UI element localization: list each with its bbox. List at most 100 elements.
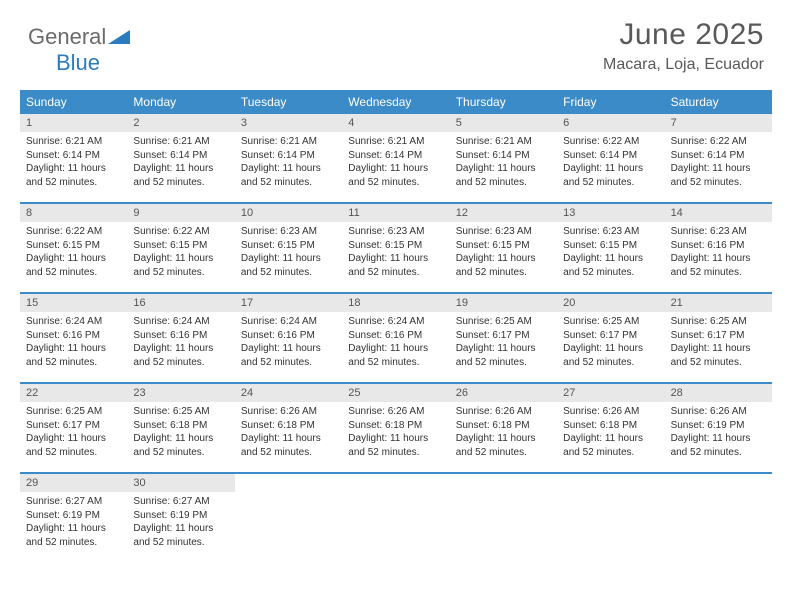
day-header-cell: Saturday xyxy=(665,90,772,114)
day-number: 13 xyxy=(557,204,664,222)
sunrise-line: Sunrise: 6:23 AM xyxy=(348,225,443,239)
daylight-line: Daylight: 11 hours and 52 minutes. xyxy=(563,162,658,189)
brand-triangle-icon xyxy=(108,30,130,44)
sunrise-line: Sunrise: 6:21 AM xyxy=(26,135,121,149)
daylight-line: Daylight: 11 hours and 52 minutes. xyxy=(241,432,336,459)
day-header-cell: Thursday xyxy=(450,90,557,114)
day-body: Sunrise: 6:23 AMSunset: 6:15 PMDaylight:… xyxy=(235,222,342,283)
sunrise-line: Sunrise: 6:23 AM xyxy=(456,225,551,239)
calendar-week: 1Sunrise: 6:21 AMSunset: 6:14 PMDaylight… xyxy=(20,114,772,204)
day-cell: 29Sunrise: 6:27 AMSunset: 6:19 PMDayligh… xyxy=(20,474,127,562)
day-number: 23 xyxy=(127,384,234,402)
day-number: 12 xyxy=(450,204,557,222)
sunrise-line: Sunrise: 6:23 AM xyxy=(563,225,658,239)
day-body: Sunrise: 6:24 AMSunset: 6:16 PMDaylight:… xyxy=(20,312,127,373)
day-body: Sunrise: 6:21 AMSunset: 6:14 PMDaylight:… xyxy=(450,132,557,193)
sunrise-line: Sunrise: 6:26 AM xyxy=(241,405,336,419)
day-cell: 21Sunrise: 6:25 AMSunset: 6:17 PMDayligh… xyxy=(665,294,772,382)
day-number: 17 xyxy=(235,294,342,312)
day-cell: 3Sunrise: 6:21 AMSunset: 6:14 PMDaylight… xyxy=(235,114,342,202)
daylight-line: Daylight: 11 hours and 52 minutes. xyxy=(456,162,551,189)
day-cell: 30Sunrise: 6:27 AMSunset: 6:19 PMDayligh… xyxy=(127,474,234,562)
day-number: 20 xyxy=(557,294,664,312)
day-body: Sunrise: 6:24 AMSunset: 6:16 PMDaylight:… xyxy=(127,312,234,373)
daylight-line: Daylight: 11 hours and 52 minutes. xyxy=(26,252,121,279)
day-number: 9 xyxy=(127,204,234,222)
day-number: 16 xyxy=(127,294,234,312)
sunset-line: Sunset: 6:15 PM xyxy=(133,239,228,253)
day-cell: 17Sunrise: 6:24 AMSunset: 6:16 PMDayligh… xyxy=(235,294,342,382)
day-number: 5 xyxy=(450,114,557,132)
day-cell: 12Sunrise: 6:23 AMSunset: 6:15 PMDayligh… xyxy=(450,204,557,292)
day-cell: 19Sunrise: 6:25 AMSunset: 6:17 PMDayligh… xyxy=(450,294,557,382)
calendar-week: 22Sunrise: 6:25 AMSunset: 6:17 PMDayligh… xyxy=(20,384,772,474)
day-cell xyxy=(557,474,664,562)
day-cell: 13 Sunrise: 6:23 AMSunset: 6:15 PMDayligh… xyxy=(557,204,664,292)
sunrise-line: Sunrise: 6:25 AM xyxy=(671,315,766,329)
sunrise-line: Sunrise: 6:27 AM xyxy=(133,495,228,509)
day-cell: 5Sunrise: 6:21 AMSunset: 6:14 PMDaylight… xyxy=(450,114,557,202)
day-number: 24 xyxy=(235,384,342,402)
sunset-line: Sunset: 6:15 PM xyxy=(563,239,658,253)
day-cell xyxy=(665,474,772,562)
day-cell: 23Sunrise: 6:25 AMSunset: 6:18 PMDayligh… xyxy=(127,384,234,472)
day-cell: 10Sunrise: 6:23 AMSunset: 6:15 PMDayligh… xyxy=(235,204,342,292)
sunrise-line: Sunrise: 6:21 AM xyxy=(456,135,551,149)
day-body: Sunrise: 6:23 AMSunset: 6:16 PMDaylight:… xyxy=(665,222,772,283)
day-header-cell: Wednesday xyxy=(342,90,449,114)
brand-logo: General Blue xyxy=(28,24,130,76)
day-number: 28 xyxy=(665,384,772,402)
sunset-line: Sunset: 6:16 PM xyxy=(26,329,121,343)
sunset-line: Sunset: 6:17 PM xyxy=(456,329,551,343)
day-body: Sunrise: 6:23 AMSunset: 6:15 PMDaylight:… xyxy=(342,222,449,283)
sunset-line: Sunset: 6:14 PM xyxy=(671,149,766,163)
day-cell: 4Sunrise: 6:21 AMSunset: 6:14 PMDaylight… xyxy=(342,114,449,202)
sunset-line: Sunset: 6:17 PM xyxy=(671,329,766,343)
day-cell: 9Sunrise: 6:22 AMSunset: 6:15 PMDaylight… xyxy=(127,204,234,292)
day-number: 10 xyxy=(235,204,342,222)
sunset-line: Sunset: 6:18 PM xyxy=(348,419,443,433)
daylight-line: Daylight: 11 hours and 52 minutes. xyxy=(133,162,228,189)
sunrise-line: Sunrise: 6:23 AM xyxy=(241,225,336,239)
day-header-cell: Monday xyxy=(127,90,234,114)
daylight-line: Daylight: 11 hours and 52 minutes. xyxy=(133,432,228,459)
sunset-line: Sunset: 6:17 PM xyxy=(563,329,658,343)
day-body: Sunrise: 6:27 AMSunset: 6:19 PMDaylight:… xyxy=(127,492,234,553)
daylight-line: Daylight: 11 hours and 52 minutes. xyxy=(456,342,551,369)
sunrise-line: Sunrise: 6:25 AM xyxy=(26,405,121,419)
daylight-line: Daylight: 11 hours and 52 minutes. xyxy=(563,252,658,279)
title-block: June 2025 Macara, Loja, Ecuador xyxy=(603,18,764,74)
daylight-line: Daylight: 11 hours and 52 minutes. xyxy=(133,252,228,279)
day-body: Sunrise: 6:25 AMSunset: 6:18 PMDaylight:… xyxy=(127,402,234,463)
sunrise-line: Sunrise: 6:24 AM xyxy=(348,315,443,329)
daylight-line: Daylight: 11 hours and 52 minutes. xyxy=(671,252,766,279)
daylight-line: Daylight: 11 hours and 52 minutes. xyxy=(563,432,658,459)
day-cell: 14Sunrise: 6:23 AMSunset: 6:16 PMDayligh… xyxy=(665,204,772,292)
day-body: Sunrise: 6:25 AMSunset: 6:17 PMDaylight:… xyxy=(665,312,772,373)
location-text: Macara, Loja, Ecuador xyxy=(603,56,764,74)
sunset-line: Sunset: 6:14 PM xyxy=(241,149,336,163)
day-number: 29 xyxy=(20,474,127,492)
sunset-line: Sunset: 6:19 PM xyxy=(26,509,121,523)
sunset-line: Sunset: 6:17 PM xyxy=(26,419,121,433)
daylight-line: Daylight: 11 hours and 52 minutes. xyxy=(26,432,121,459)
day-cell: 11Sunrise: 6:23 AMSunset: 6:15 PMDayligh… xyxy=(342,204,449,292)
day-number: 4 xyxy=(342,114,449,132)
brand-part2: Blue xyxy=(56,50,100,75)
sunset-line: Sunset: 6:14 PM xyxy=(348,149,443,163)
daylight-line: Daylight: 11 hours and 52 minutes. xyxy=(133,522,228,549)
day-body: Sunrise: 6:24 AMSunset: 6:16 PMDaylight:… xyxy=(342,312,449,373)
day-number: 30 xyxy=(127,474,234,492)
day-cell: 27Sunrise: 6:26 AMSunset: 6:18 PMDayligh… xyxy=(557,384,664,472)
day-number: 3 xyxy=(235,114,342,132)
sunrise-line: Sunrise: 6:22 AM xyxy=(563,135,658,149)
day-cell: 24Sunrise: 6:26 AMSunset: 6:18 PMDayligh… xyxy=(235,384,342,472)
day-body: Sunrise: 6:21 AMSunset: 6:14 PMDaylight:… xyxy=(235,132,342,193)
sunrise-line: Sunrise: 6:25 AM xyxy=(133,405,228,419)
calendar-week: 15Sunrise: 6:24 AMSunset: 6:16 PMDayligh… xyxy=(20,294,772,384)
day-cell: 8Sunrise: 6:22 AMSunset: 6:15 PMDaylight… xyxy=(20,204,127,292)
day-number: 26 xyxy=(450,384,557,402)
calendar-week: 29Sunrise: 6:27 AMSunset: 6:19 PMDayligh… xyxy=(20,474,772,562)
day-body: Sunrise: 6:26 AMSunset: 6:18 PMDaylight:… xyxy=(342,402,449,463)
daylight-line: Daylight: 11 hours and 52 minutes. xyxy=(671,162,766,189)
